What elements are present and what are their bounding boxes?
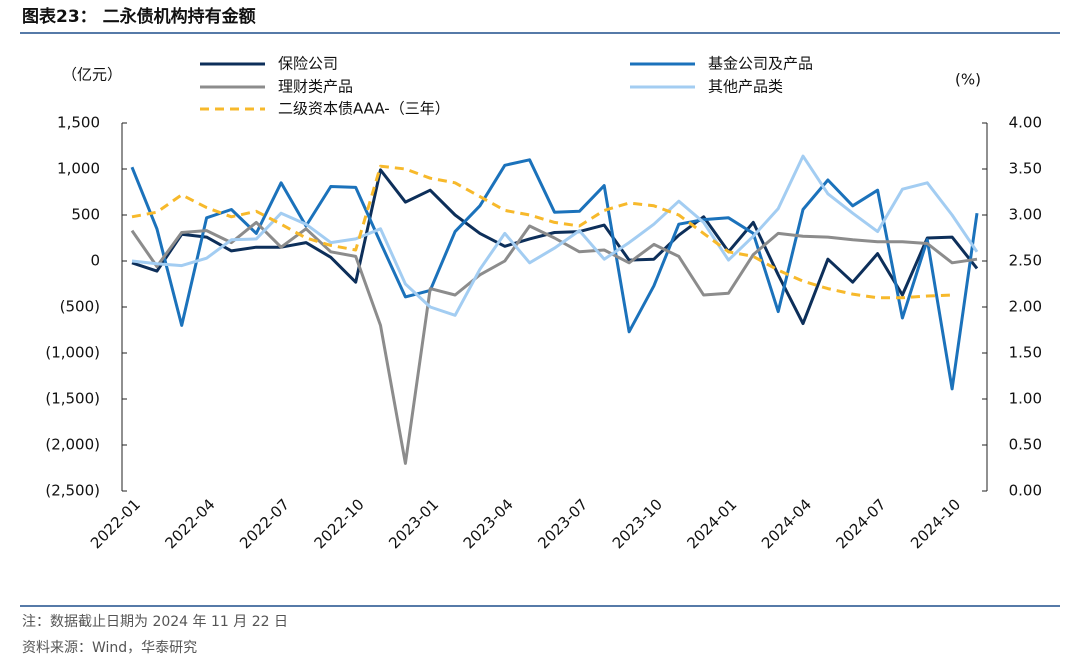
y2-tick-label: 3.50: [1009, 160, 1042, 178]
y-tick-label: (1,000): [45, 344, 100, 362]
y2-tick-label: 0.00: [1009, 482, 1042, 500]
y-tick-label: (500): [60, 298, 100, 316]
x-tick-label: 2022-10: [311, 495, 368, 552]
y-tick-label: 1,000: [57, 160, 100, 178]
y-tick-label: (2,000): [45, 436, 100, 454]
y2-tick-label: 2.50: [1009, 252, 1042, 270]
y-tick-label: (2,500): [45, 482, 100, 500]
y-tick-label: 1,500: [57, 114, 100, 132]
series-line: [131, 164, 953, 300]
note: 注：数据截止日期为 2024 年 11 月 22 日: [22, 614, 288, 630]
y2-axis-label: (%): [955, 71, 981, 89]
x-tick-label: 2023-01: [385, 495, 442, 552]
y2-tick-label: 1.50: [1009, 344, 1042, 362]
legend-label: 基金公司及产品: [708, 55, 813, 73]
series-line: [131, 154, 979, 317]
y2-tick-label: 2.00: [1009, 298, 1042, 316]
x-tick-label: 2022-04: [162, 495, 219, 552]
x-tick-label: 2024-01: [683, 495, 740, 552]
x-tick-label: 2023-10: [609, 495, 666, 552]
series-line: [130, 158, 979, 391]
x-tick-label: 2023-04: [460, 495, 517, 552]
x-tick-label: 2023-07: [534, 495, 591, 552]
y2-tick-label: 4.00: [1009, 114, 1042, 132]
x-tick-label: 2024-07: [833, 495, 890, 552]
legend-label: 理财类产品: [278, 78, 353, 96]
legend-label: 其他产品类: [708, 78, 783, 96]
y-tick-label: (1,500): [45, 390, 100, 408]
y2-tick-label: 0.50: [1009, 436, 1042, 454]
legend-label: 二级资本债AAA-（三年）: [278, 100, 450, 118]
y-axis-label: （亿元）: [62, 66, 122, 84]
y2-tick-label: 1.00: [1009, 390, 1042, 408]
y-tick-label: 500: [71, 206, 100, 224]
x-tick-label: 2022-01: [87, 495, 144, 552]
legend-label: 保险公司: [278, 55, 338, 73]
y2-tick-label: 3.00: [1009, 206, 1042, 224]
x-tick-label: 2024-04: [758, 495, 815, 552]
x-tick-label: 2024-10: [907, 495, 964, 552]
series-line: [131, 168, 979, 326]
source: 资料来源：Wind，华泰研究: [22, 640, 197, 656]
y-tick-label: 0: [90, 252, 100, 270]
series-line: [130, 220, 978, 465]
x-tick-label: 2022-07: [236, 495, 293, 552]
chart-title: 图表23： 二永债机构持有金额: [22, 6, 256, 27]
